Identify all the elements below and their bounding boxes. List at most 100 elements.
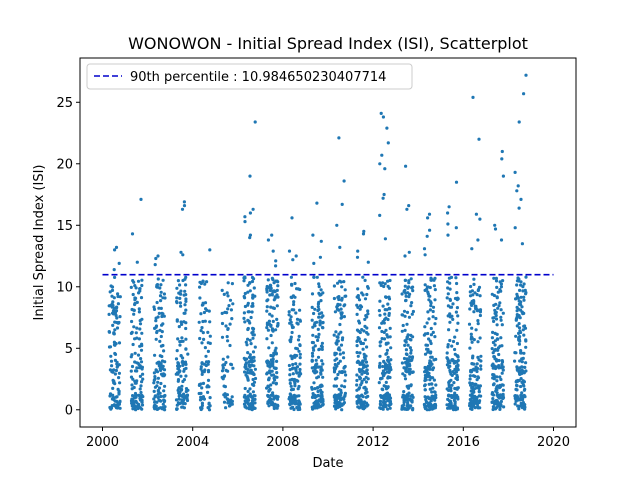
data-point <box>380 337 384 341</box>
data-point <box>495 296 499 300</box>
data-point <box>446 286 450 290</box>
data-point <box>288 373 292 377</box>
data-point <box>266 393 270 398</box>
data-point <box>468 307 472 311</box>
data-point <box>521 356 525 360</box>
data-point <box>226 307 230 311</box>
data-point <box>339 393 343 397</box>
data-point <box>499 377 503 382</box>
data-point <box>132 280 136 284</box>
data-point <box>499 308 503 312</box>
data-point <box>342 356 346 360</box>
data-point <box>474 307 478 311</box>
data-point <box>339 391 343 395</box>
data-point <box>448 305 453 309</box>
data-point <box>478 310 482 314</box>
data-point <box>247 364 251 368</box>
data-point <box>295 394 299 398</box>
data-point <box>113 343 117 347</box>
data-point <box>453 391 457 395</box>
data-point <box>423 325 427 329</box>
data-point <box>379 111 383 115</box>
data-point <box>478 217 482 221</box>
data-point <box>381 369 385 373</box>
data-point <box>363 338 367 342</box>
data-point <box>496 384 500 388</box>
data-point <box>384 352 388 356</box>
data-point <box>294 311 298 315</box>
data-point <box>138 406 142 410</box>
data-point <box>250 310 254 314</box>
data-point <box>470 247 474 251</box>
data-point <box>182 398 186 402</box>
data-point <box>429 333 433 337</box>
data-point <box>112 306 116 310</box>
data-point <box>131 342 135 347</box>
data-point <box>432 378 436 382</box>
data-point <box>500 157 504 161</box>
data-point <box>519 197 523 201</box>
data-point <box>118 295 122 299</box>
data-point <box>249 315 253 320</box>
legend: 90th percentile : 10.984650230407714 <box>86 63 413 90</box>
data-point <box>292 300 296 304</box>
data-point <box>473 291 477 295</box>
data-point <box>117 261 121 265</box>
data-point <box>199 406 203 410</box>
data-point <box>474 212 478 216</box>
data-point <box>265 321 269 325</box>
data-point <box>333 398 337 402</box>
data-point <box>242 311 246 315</box>
data-point <box>382 284 386 289</box>
data-point <box>332 370 337 374</box>
data-point <box>477 137 481 141</box>
data-point <box>490 347 494 351</box>
data-point <box>321 291 325 295</box>
data-point <box>428 367 432 371</box>
data-point <box>162 368 167 372</box>
data-point <box>153 400 157 404</box>
data-point <box>198 296 202 300</box>
data-point <box>475 369 479 374</box>
data-point <box>271 249 275 253</box>
data-point <box>116 364 120 368</box>
data-point <box>290 330 294 335</box>
data-point <box>428 228 432 232</box>
data-point <box>310 405 314 409</box>
data-point <box>365 326 369 330</box>
data-point <box>519 393 523 398</box>
data-point <box>207 401 211 405</box>
data-point <box>311 369 316 373</box>
data-point <box>456 321 460 325</box>
data-point <box>355 373 359 377</box>
data-point <box>380 153 384 157</box>
data-point <box>405 322 409 326</box>
data-point <box>403 328 407 332</box>
data-point <box>471 95 475 99</box>
data-point <box>408 346 412 350</box>
data-point <box>253 120 257 124</box>
data-point <box>316 302 320 306</box>
data-point <box>361 359 365 363</box>
data-point <box>276 295 280 299</box>
data-point <box>517 326 522 330</box>
data-point <box>386 407 390 411</box>
data-point <box>251 390 255 394</box>
data-point <box>491 351 495 355</box>
data-point <box>356 354 360 358</box>
data-point <box>519 396 523 400</box>
data-point <box>318 293 322 297</box>
data-point <box>111 323 115 327</box>
data-point <box>247 406 251 410</box>
data-point <box>339 343 344 347</box>
data-point <box>310 318 314 322</box>
data-point <box>433 298 437 302</box>
data-point <box>429 326 433 331</box>
data-point <box>432 390 436 394</box>
data-point <box>133 284 137 288</box>
data-point <box>317 315 321 319</box>
data-point <box>514 334 518 338</box>
data-point <box>409 394 413 398</box>
data-point <box>520 403 524 407</box>
data-point <box>179 250 183 254</box>
